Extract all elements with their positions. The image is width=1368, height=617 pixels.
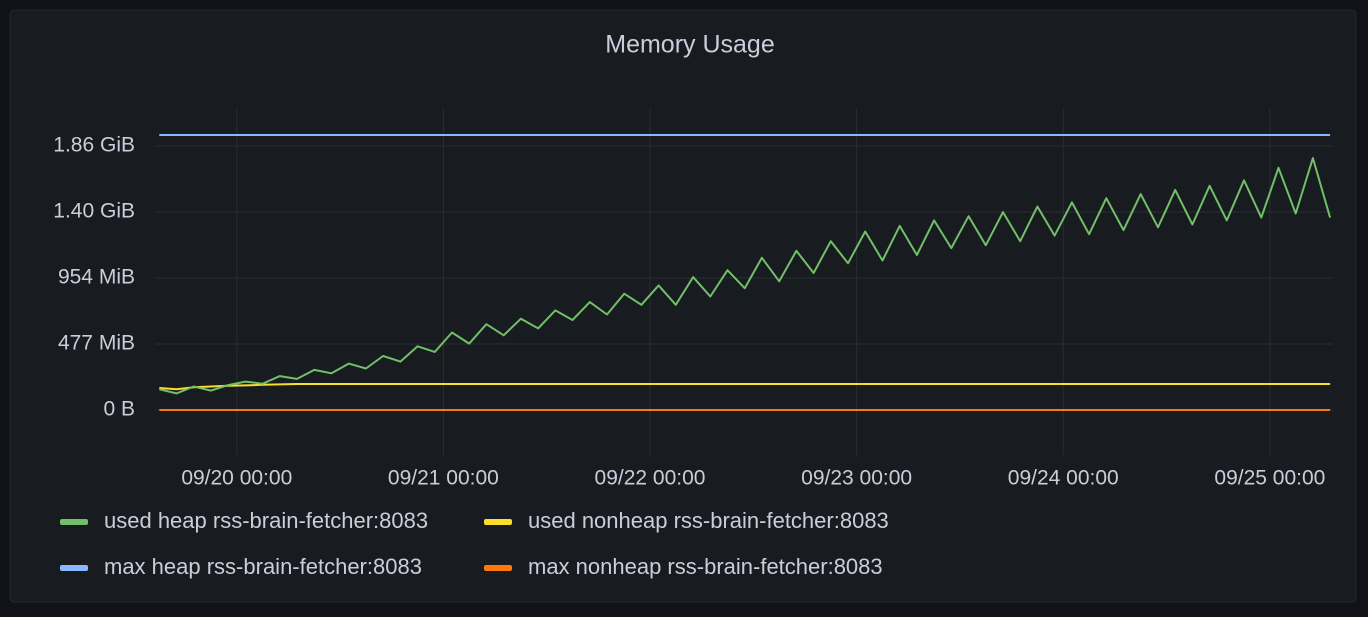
legend-label: used nonheap rss-brain-fetcher:8083 bbox=[528, 508, 889, 533]
y-tick-label: 1.40 GiB bbox=[53, 200, 135, 223]
legend-label: used heap rss-brain-fetcher:8083 bbox=[104, 508, 428, 533]
panel bbox=[9, 9, 1357, 603]
x-tick-label: 09/20 00:00 bbox=[181, 467, 292, 490]
x-tick-label: 09/25 00:00 bbox=[1214, 467, 1325, 490]
legend-swatch bbox=[60, 519, 88, 525]
legend-swatch bbox=[484, 519, 512, 525]
y-tick-label: 0 B bbox=[103, 398, 135, 421]
legend-label: max heap rss-brain-fetcher:8083 bbox=[104, 554, 422, 579]
series-line bbox=[159, 383, 1331, 391]
x-tick-label: 09/22 00:00 bbox=[595, 467, 706, 490]
y-tick-label: 1.86 GiB bbox=[53, 134, 135, 157]
chart-title: Memory Usage bbox=[605, 31, 775, 59]
x-tick-label: 09/24 00:00 bbox=[1008, 467, 1119, 490]
y-tick-label: 477 MiB bbox=[58, 332, 135, 355]
legend-swatch bbox=[484, 565, 512, 571]
x-tick-label: 09/23 00:00 bbox=[801, 467, 912, 490]
series-line bbox=[159, 157, 1332, 395]
y-tick-label: 954 MiB bbox=[58, 266, 135, 289]
legend-label: max nonheap rss-brain-fetcher:8083 bbox=[528, 554, 883, 579]
legend-swatch bbox=[60, 565, 88, 571]
x-tick-label: 09/21 00:00 bbox=[388, 467, 499, 490]
